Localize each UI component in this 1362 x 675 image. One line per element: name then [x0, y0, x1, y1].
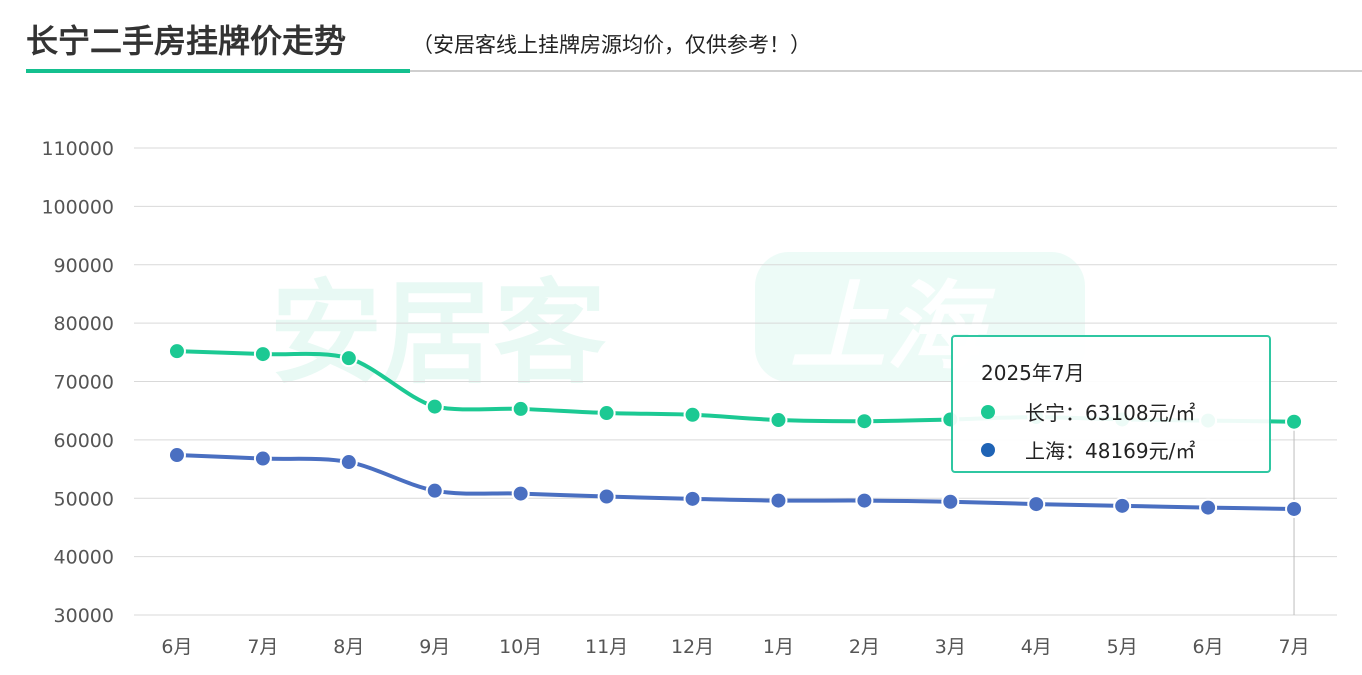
x-tick-label: 10月	[499, 636, 542, 658]
x-tick-label: 12月	[671, 636, 714, 658]
tooltip-separator: ：	[1065, 401, 1085, 425]
x-tick-label: 4月	[1021, 636, 1052, 658]
x-tick-label: 3月	[935, 636, 966, 658]
data-point	[1113, 496, 1132, 515]
x-tick-label: 5月	[1107, 636, 1138, 658]
data-point	[855, 491, 874, 510]
y-tick-label: 100000	[41, 196, 114, 218]
chart-header: 长宁二手房挂牌价走势 （安居客线上挂牌房源均价，仅供参考！）	[0, 0, 1362, 76]
header-divider	[26, 70, 1362, 72]
data-point	[1285, 412, 1304, 431]
y-tick-label: 60000	[54, 430, 114, 452]
y-axis: 30000 40000 50000 60000 70000 80000 90000 10000…	[41, 138, 114, 627]
tooltip-title: 2025年7月	[981, 361, 1085, 385]
legend-dot-shanghai-icon	[981, 443, 995, 457]
tooltip-row-shanghai: 上海：48169元/㎡	[981, 435, 1195, 464]
x-tick-label: 7月	[247, 636, 278, 658]
data-point	[1199, 498, 1218, 517]
x-tick-label: 6月	[1193, 636, 1224, 658]
data-point	[941, 492, 960, 511]
page-title: 长宁二手房挂牌价走势	[26, 22, 347, 60]
data-point	[511, 484, 530, 503]
watermark-brand: 安居客	[270, 269, 606, 399]
y-tick-label: 40000	[54, 547, 114, 569]
y-tick-label: 30000	[54, 605, 114, 627]
y-tick-label: 90000	[54, 255, 114, 277]
tooltip-series-name: 长宁	[1025, 401, 1065, 425]
y-tick-label: 70000	[54, 372, 114, 394]
data-point	[425, 481, 444, 500]
data-point	[253, 449, 272, 468]
x-tick-label: 9月	[419, 636, 450, 658]
x-tick-label: 2月	[849, 636, 880, 658]
data-point	[425, 397, 444, 416]
data-point	[339, 453, 358, 472]
y-tick-label: 80000	[54, 313, 114, 335]
series-layer	[167, 342, 1304, 518]
data-point	[167, 446, 186, 465]
tooltip-row-changning: 长宁：63108元/㎡	[981, 397, 1195, 426]
data-point	[769, 411, 788, 430]
tooltip-panel: 2025年7月 长宁：63108元/㎡ 上海：48169元/㎡	[951, 335, 1271, 473]
y-tick-label: 110000	[41, 138, 114, 160]
legend-dot-changning-icon	[981, 405, 995, 419]
x-tick-label: 8月	[333, 636, 364, 658]
data-point	[855, 412, 874, 431]
x-tick-label: 6月	[161, 636, 192, 658]
data-point	[167, 342, 186, 361]
data-point	[253, 345, 272, 364]
data-point	[683, 405, 702, 424]
tooltip-value: 63108	[1085, 401, 1149, 425]
page-subtitle: （安居客线上挂牌房源均价，仅供参考！）	[412, 33, 811, 57]
x-axis: 6月 7月 8月 9月 10月 11月 12月 1月 2月 3月 4月 5月 6月 7月	[161, 636, 1309, 658]
data-point	[769, 491, 788, 510]
data-point	[597, 404, 616, 423]
tooltip-separator: ：	[1065, 439, 1085, 463]
data-point	[1285, 499, 1304, 518]
y-tick-label: 50000	[54, 488, 114, 510]
tooltip-value: 48169	[1085, 439, 1149, 463]
tooltip-unit: 元/㎡	[1148, 439, 1196, 463]
data-point	[511, 399, 530, 418]
x-tick-label: 7月	[1278, 636, 1309, 658]
data-point	[1027, 495, 1046, 514]
data-point	[683, 489, 702, 508]
header-accent-bar	[26, 69, 410, 73]
x-tick-label: 1月	[763, 636, 794, 658]
tooltip-series-name: 上海	[1025, 439, 1065, 463]
data-point	[597, 487, 616, 506]
tooltip-unit: 元/㎡	[1148, 401, 1196, 425]
data-point	[339, 349, 358, 368]
x-tick-label: 11月	[585, 636, 628, 658]
